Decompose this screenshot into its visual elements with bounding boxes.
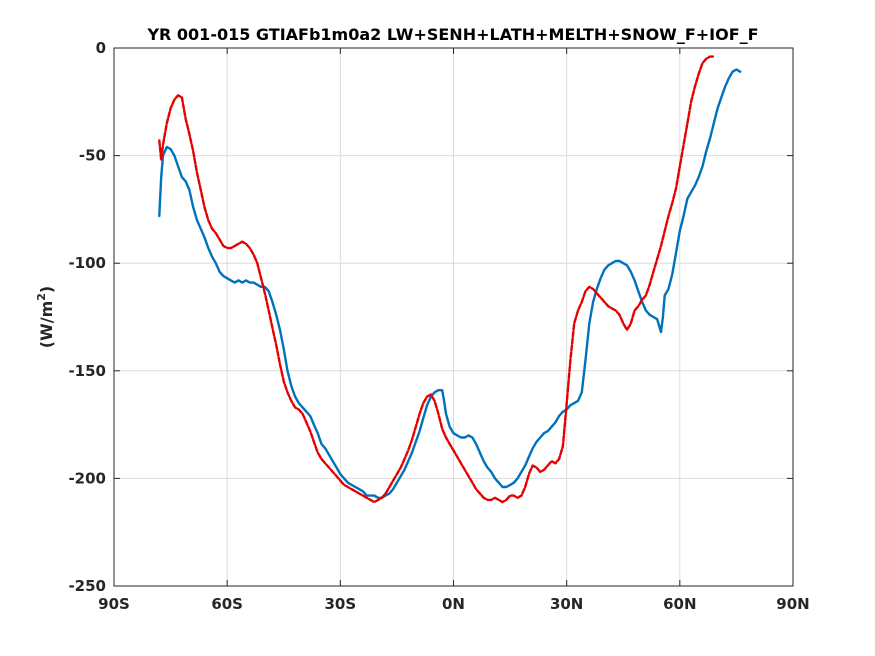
y-tick-label: 0	[96, 39, 106, 57]
x-tick-labels: 90S 60S 30S 0N 30N 60N 90N	[98, 595, 810, 613]
y-axis-label-main: (W/m	[37, 301, 56, 348]
y-axis-label: (W/m2)	[35, 286, 56, 348]
chart-title: YR 001-015 GTIAFb1m0a2 LW+SENH+LATH+MELT…	[146, 25, 758, 44]
series-group	[158, 55, 742, 504]
y-tick-label: -200	[68, 469, 106, 487]
x-tick-label: 60N	[663, 595, 696, 613]
x-tick-label: 90S	[98, 595, 130, 613]
x-tick-label: 90N	[776, 595, 809, 613]
series-line-1	[158, 68, 742, 499]
x-tick-label: 30N	[550, 595, 583, 613]
x-tick-label: 0N	[442, 595, 465, 613]
y-tick-labels: 0 -50 -100 -150 -200 -250	[68, 39, 106, 595]
y-tick-label: -50	[79, 147, 106, 165]
y-axis-label-sup: 2	[35, 293, 48, 301]
y-tick-label: -100	[68, 254, 106, 272]
y-tick-label: -250	[68, 577, 106, 595]
y-tick-label: -150	[68, 362, 106, 380]
y-axis-label-end: )	[37, 286, 56, 293]
x-tick-label: 30S	[324, 595, 356, 613]
tick-marks	[113, 47, 794, 587]
series-line-2	[158, 55, 715, 504]
x-tick-label: 60S	[211, 595, 243, 613]
